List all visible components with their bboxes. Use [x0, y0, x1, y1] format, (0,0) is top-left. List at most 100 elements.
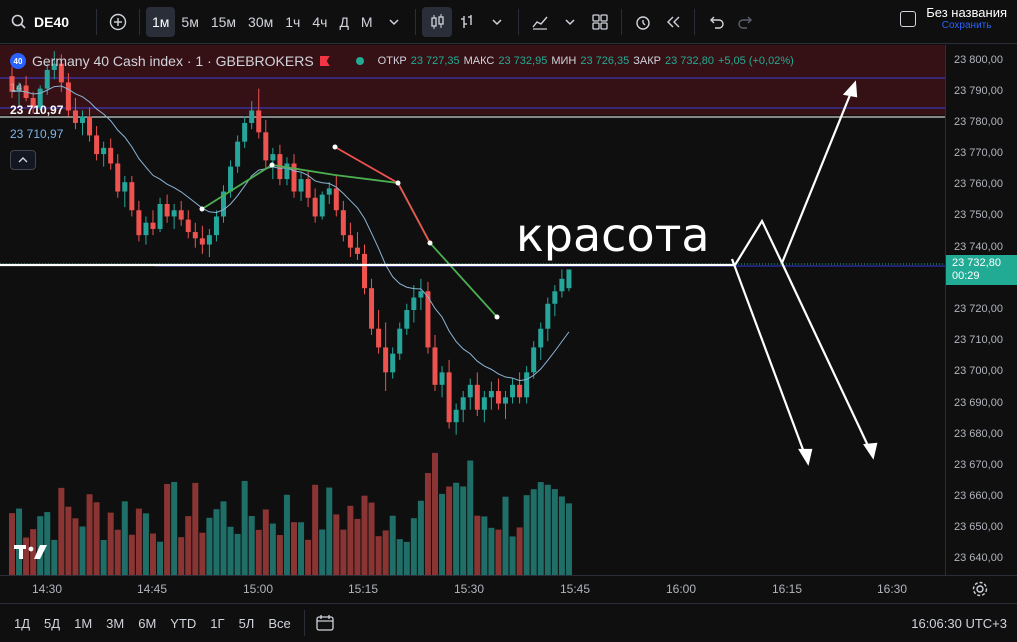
save-link[interactable]: Сохранить [941, 20, 992, 32]
volume-bar [72, 518, 79, 575]
volume-bar [135, 508, 142, 575]
candle-body [263, 132, 269, 161]
compare-button[interactable] [103, 7, 133, 37]
zigzag-green-line [201, 164, 498, 318]
volume-bar [432, 452, 438, 575]
volume-bar [86, 494, 93, 575]
candle-body [552, 291, 558, 304]
volume-bar [157, 541, 164, 575]
volume-bar [107, 512, 114, 575]
candle-body [397, 328, 403, 354]
interval-dropdown[interactable] [379, 7, 409, 37]
price-tick: 23 650,00 [954, 521, 1003, 534]
interval-1m[interactable]: 1м [146, 6, 176, 37]
time-axis[interactable]: 14:30 14:45 15:00 15:15 15:30 15:45 16:00 16:15… [0, 575, 1017, 602]
tradingview-logo-icon[interactable] [14, 543, 48, 566]
undo-button[interactable] [701, 7, 731, 37]
range-3m[interactable]: 3М [106, 615, 125, 631]
volume-bar [551, 489, 558, 575]
price-tick: 23 740,00 [954, 240, 1003, 253]
range-all[interactable]: Все [268, 615, 291, 631]
candle-body [221, 191, 226, 217]
candle-body [305, 179, 311, 198]
range-5d[interactable]: 5Д [44, 615, 61, 631]
volume-bar [319, 529, 326, 575]
collapse-legend-button[interactable] [10, 150, 36, 170]
candle-body [101, 147, 107, 155]
candle-body [545, 303, 551, 329]
price-tick: 23 670,00 [954, 458, 1003, 471]
volume-bar [396, 539, 403, 575]
time-tick: 14:45 [136, 582, 168, 596]
volume-bar [488, 527, 495, 575]
high-value: 23 732,95 [498, 55, 548, 67]
volume-bar [467, 460, 474, 575]
range-1m[interactable]: 1М [74, 615, 93, 631]
interval-30m[interactable]: 30м [248, 13, 274, 30]
volume-bar [312, 484, 319, 575]
open-value: 23 727,35 [410, 55, 460, 67]
candle-body [199, 238, 205, 245]
candle-body [439, 372, 445, 385]
volume-bar [227, 526, 234, 575]
range-6m[interactable]: 6М [138, 615, 157, 631]
candles-icon [430, 13, 444, 29]
layout-button[interactable] [585, 7, 615, 37]
time-tick: 14:30 [31, 582, 63, 596]
volume-bar [248, 516, 255, 575]
price-tick: 23 760,00 [954, 178, 1003, 191]
volume-bar [291, 522, 297, 575]
volume-bar [30, 529, 37, 575]
replay-button[interactable] [658, 7, 688, 37]
range-ytd[interactable]: YTD [170, 615, 197, 631]
layout-checkbox-icon[interactable] [900, 10, 917, 27]
volume-bar [192, 482, 199, 575]
candle-body [347, 235, 353, 248]
interval-1h[interactable]: 1ч [285, 13, 301, 30]
volume-bar [128, 534, 135, 575]
interval-month[interactable]: М [360, 13, 373, 30]
range-5y[interactable]: 5Л [238, 615, 255, 631]
chart-type-dropdown[interactable] [482, 7, 512, 37]
candle-body [185, 219, 191, 233]
save-layout[interactable]: Без названия Сохранить [900, 5, 1007, 32]
chart-pane[interactable]: красота 40 Germany 40 Cash index · 1 · G… [0, 45, 945, 575]
date-range-icon[interactable] [315, 614, 335, 632]
indicator-length[interactable]: 14 [10, 82, 23, 94]
volume-bar [326, 487, 333, 575]
bars-chart-type-button[interactable] [452, 7, 482, 37]
instrument-name[interactable]: Germany 40 Cash index · 1 · GBEBROKERS [32, 53, 314, 69]
range-1d[interactable]: 1Д [14, 615, 31, 631]
candle-body [72, 110, 78, 123]
volume-bar [375, 536, 382, 575]
range-1y[interactable]: 1Г [210, 615, 225, 631]
high-label: МАКС [463, 55, 495, 67]
indicators-icon [532, 16, 548, 30]
volume-bar [410, 518, 417, 575]
volume-bar [305, 539, 312, 575]
clock-timezone[interactable]: 16:06:30 UTC+3 [911, 616, 1007, 631]
interval-5m[interactable]: 5м [181, 13, 199, 30]
flag-icon [319, 56, 330, 66]
candles-chart-type-button[interactable] [421, 6, 452, 37]
volume-bar [269, 523, 276, 575]
layout-title[interactable]: Без названия Сохранить [926, 5, 1007, 32]
price-axis[interactable]: 23 800,00 23 790,00 23 780,00 23 770,00 23 7… [945, 45, 1017, 575]
symbol-search[interactable]: DE40 [0, 13, 90, 31]
volume-bar [16, 508, 23, 575]
alert-button[interactable] [628, 7, 658, 37]
interval-15m[interactable]: 15м [210, 13, 237, 30]
indicators-button[interactable] [525, 7, 555, 37]
volume-bar [199, 532, 206, 575]
indicators-dropdown[interactable] [555, 7, 585, 37]
interval-4h[interactable]: 4ч [312, 13, 328, 30]
candle-body [164, 204, 170, 217]
redo-button[interactable] [731, 7, 761, 37]
close-label: ЗАКР [633, 55, 661, 67]
time-tick: 15:00 [242, 582, 274, 596]
price-chart[interactable]: красота [0, 45, 945, 575]
interval-day[interactable]: Д [339, 13, 349, 30]
price-tick: 23 710,00 [954, 334, 1003, 347]
candle-body [446, 372, 452, 423]
settings-gear-icon[interactable] [971, 580, 989, 598]
